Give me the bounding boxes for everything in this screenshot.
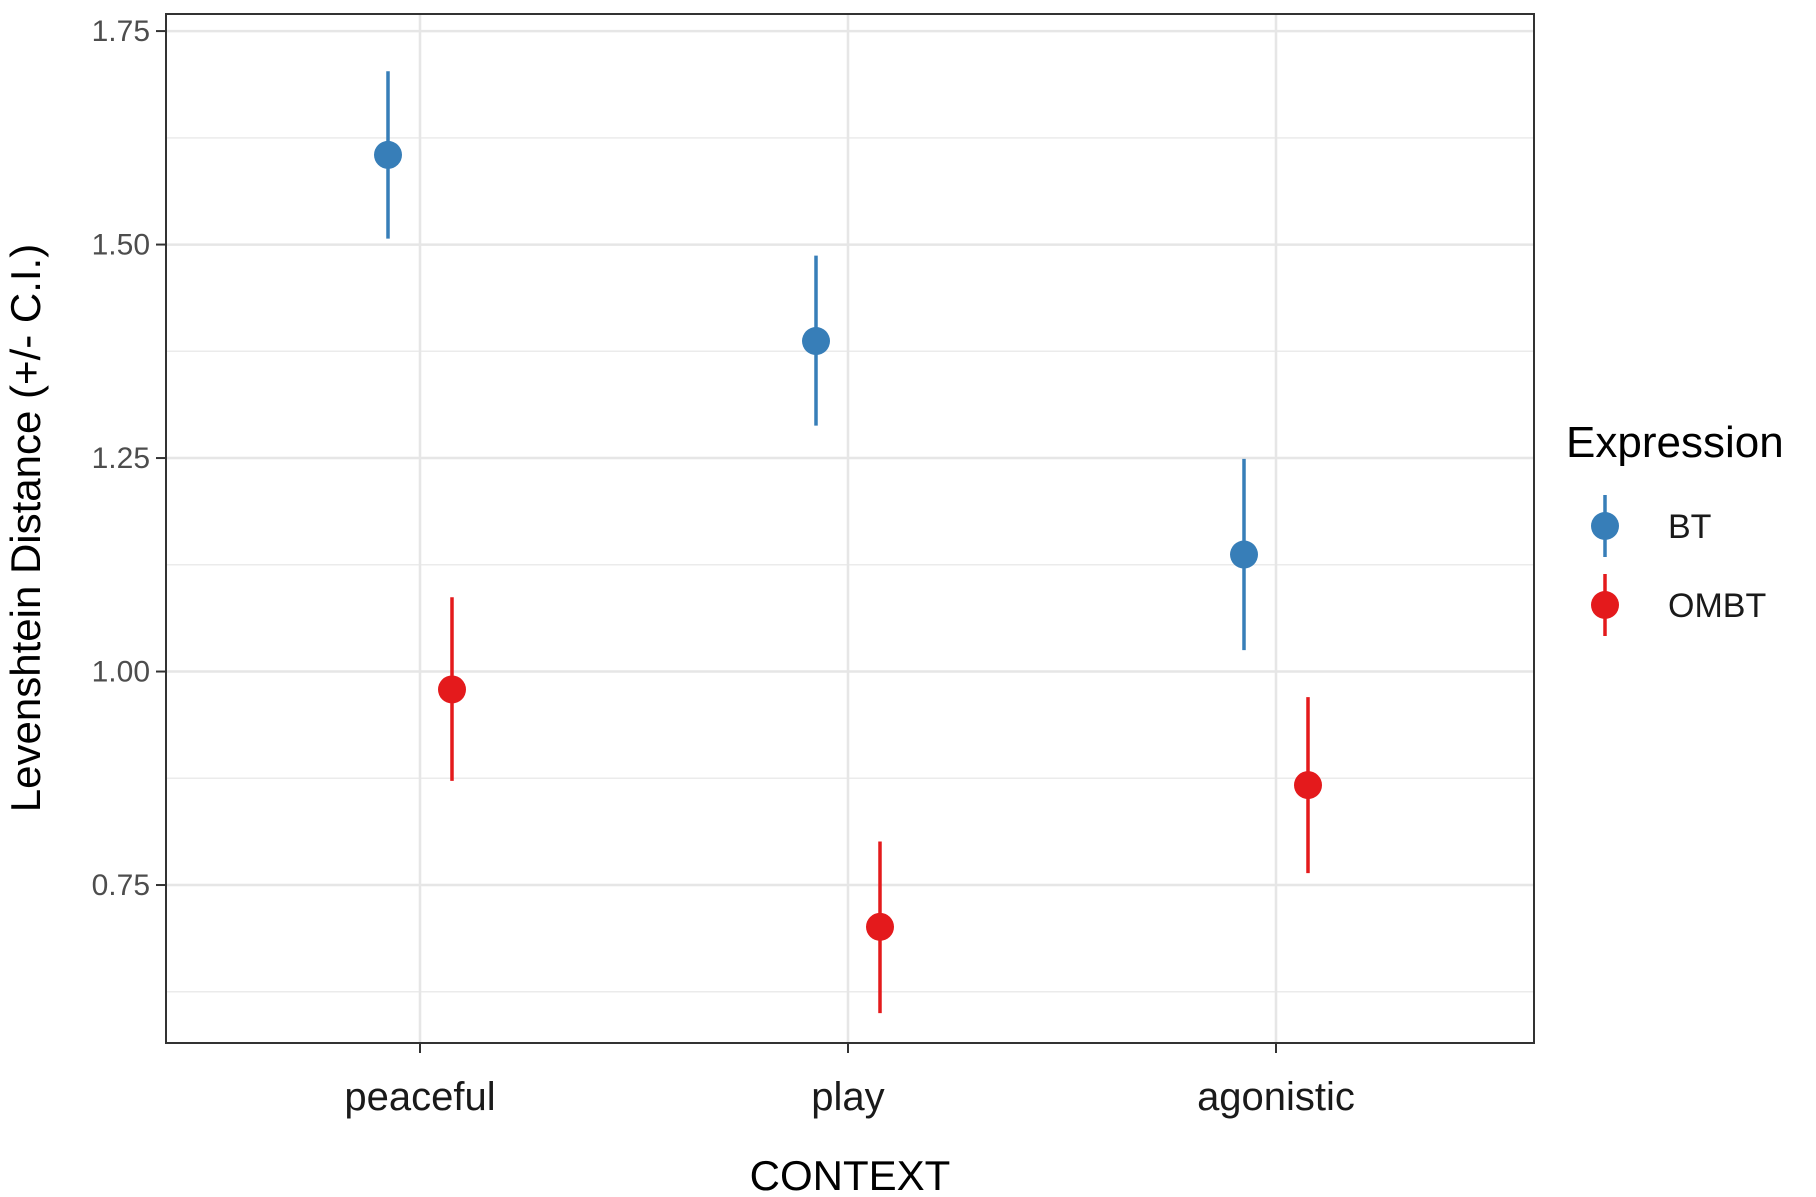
legend-label-ombt: OMBT — [1668, 587, 1766, 625]
legend-key-point-ombt — [1591, 591, 1619, 619]
y-tick-label: 0.75 — [92, 869, 150, 902]
point-ombt — [438, 675, 466, 704]
point-bt — [374, 140, 402, 169]
point-bt — [1230, 540, 1258, 569]
legend-label-bt: BT — [1668, 508, 1711, 546]
x-axis-title: CONTEXT — [750, 1152, 951, 1197]
legend: Expression BT OMBT — [1566, 418, 1784, 636]
data-marks — [374, 71, 1322, 1014]
y-axis-title: Levenshtein Distance (+/- C.I.) — [2, 244, 49, 812]
x-tick-label: agonistic — [1197, 1075, 1355, 1119]
point-ombt — [1294, 771, 1322, 800]
x-tick-label: play — [811, 1075, 884, 1119]
y-tick-label: 1.25 — [92, 442, 150, 475]
legend-key-point-bt — [1591, 512, 1619, 540]
plot-panel — [166, 14, 1534, 1043]
legend-title: Expression — [1566, 418, 1784, 467]
y-tick-label: 1.50 — [92, 229, 150, 262]
x-tick-label: peaceful — [344, 1075, 495, 1119]
point-bt — [802, 327, 830, 356]
y-tick-label: 1.00 — [92, 656, 150, 689]
plot-border — [165, 13, 1535, 1044]
grid-lines — [166, 14, 1534, 1043]
point-ombt — [866, 912, 894, 941]
axes: 0.75 1.00 1.25 1.50 1.75 peaceful play agonisti… — [92, 15, 1355, 1119]
y-tick-label: 1.75 — [92, 15, 150, 48]
